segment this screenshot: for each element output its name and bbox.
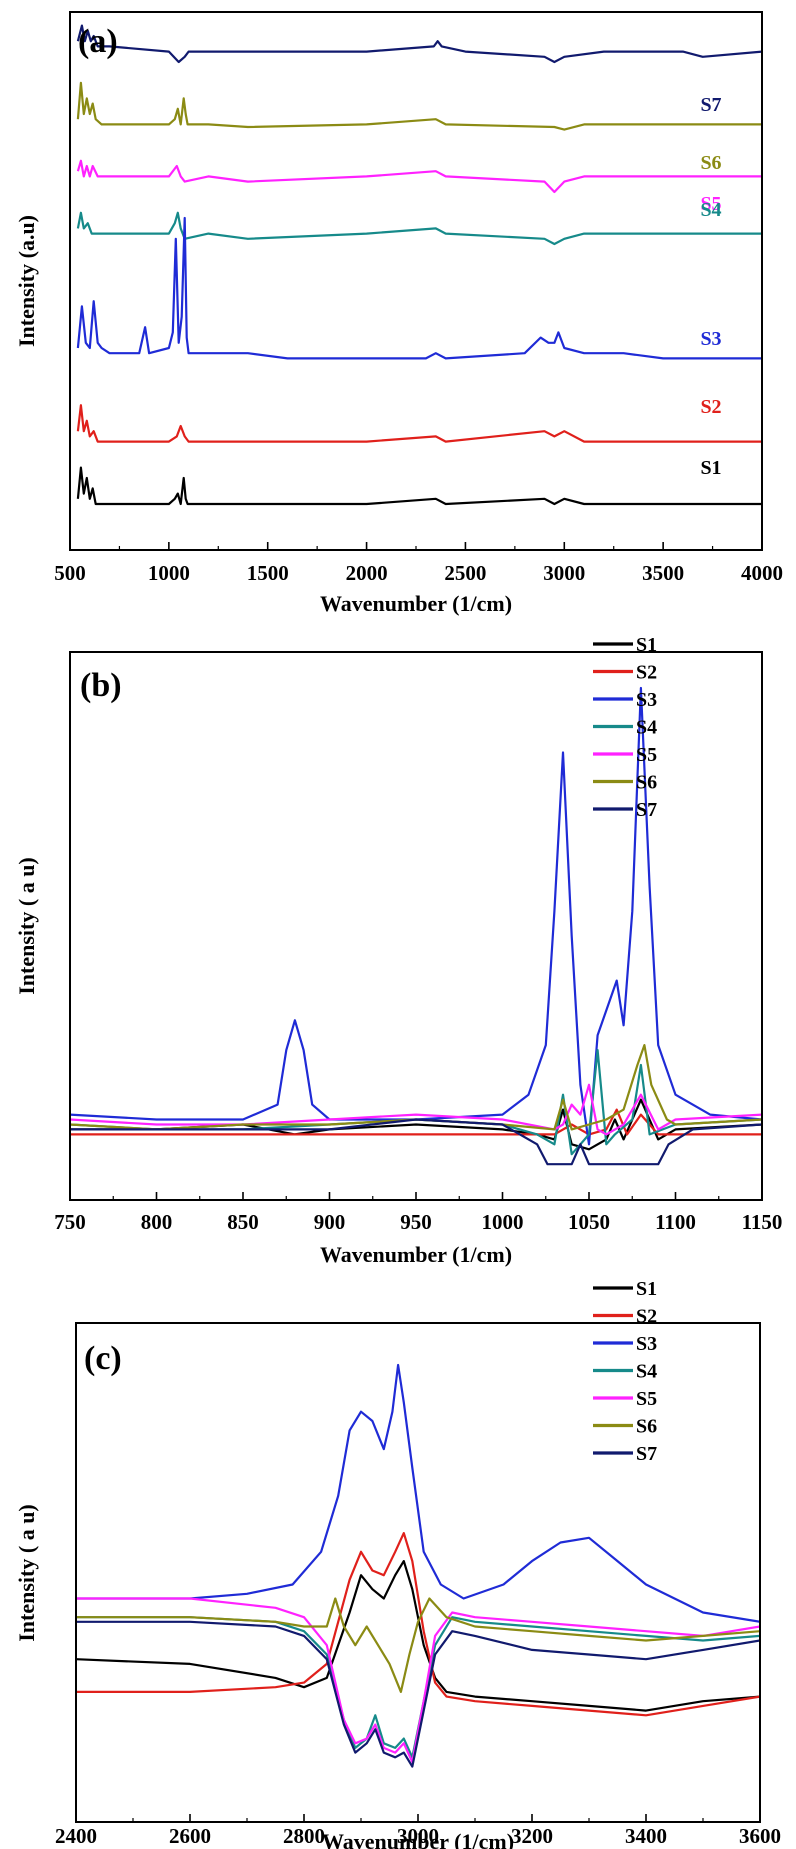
x-tick-label: 800 xyxy=(141,1210,173,1234)
traces xyxy=(70,686,762,1166)
legend-label: S7 xyxy=(636,799,657,821)
legend-entry-s5: S5 xyxy=(593,744,657,766)
legend-entry-s1: S1 xyxy=(593,1278,657,1300)
series-label-s1: S1 xyxy=(700,457,721,479)
legend-label: S3 xyxy=(636,689,657,711)
legend-entry-s7: S7 xyxy=(593,799,657,821)
y-axis-label: Intensity ( a u) xyxy=(14,1504,39,1642)
plot-frame xyxy=(75,1322,761,1823)
series-line-s4 xyxy=(76,1616,760,1759)
x-tick-label: 1500 xyxy=(247,561,289,585)
x-tick-label: 900 xyxy=(314,1210,346,1234)
legend-label: S1 xyxy=(636,1278,657,1300)
series-line-s7 xyxy=(76,1620,760,1768)
x-tick-label: 750 xyxy=(54,1210,86,1234)
x-axis-label: Wavenumber (1/cm) xyxy=(320,591,512,616)
x-tick-label: 3600 xyxy=(739,1824,781,1848)
x-tick-label: 950 xyxy=(400,1210,432,1234)
x-tick-label: 500 xyxy=(54,561,86,585)
legend-label: S2 xyxy=(636,662,657,684)
x-tick-label: 850 xyxy=(227,1210,259,1234)
series-line-s2 xyxy=(70,1108,762,1136)
x-tick-label: 1000 xyxy=(482,1210,524,1234)
series-line-s4 xyxy=(76,211,762,246)
series-label-s7: S7 xyxy=(700,94,721,116)
x-tick-label: 2800 xyxy=(283,1824,325,1848)
series-line-s3 xyxy=(76,1363,760,1623)
x-tick-label: 4000 xyxy=(741,561,783,585)
panel-tag: (b) xyxy=(80,667,122,704)
series-line-s5 xyxy=(76,159,762,194)
x-tick-label: 3400 xyxy=(625,1824,667,1848)
series-line-s1 xyxy=(76,1559,760,1712)
x-tick-label: 2500 xyxy=(444,561,486,585)
series-line-s6 xyxy=(76,81,762,131)
legend-label: S7 xyxy=(636,1443,657,1465)
legend-label: S4 xyxy=(636,1361,657,1383)
legend-entry-s2: S2 xyxy=(593,1306,657,1328)
series-line-s2 xyxy=(76,1531,760,1717)
x-tick-label: 3500 xyxy=(642,561,684,585)
legend-entry-s1: S1 xyxy=(593,634,657,656)
x-tick-label: 1000 xyxy=(148,561,190,585)
legend-label: S5 xyxy=(636,744,657,766)
series-line-s1 xyxy=(76,466,762,506)
series-label-s3: S3 xyxy=(700,328,721,350)
panel-b: 750 800 850 900 950 1000 1050 1100 1150 Wavenumbe… xyxy=(14,634,782,1267)
legend-entry-s6: S6 xyxy=(593,772,657,794)
x-tick-label: 2000 xyxy=(346,561,388,585)
series-line-s7 xyxy=(70,1118,762,1166)
legend-entry-s3: S3 xyxy=(593,689,657,711)
legend-label: S5 xyxy=(636,1388,657,1410)
legend-entry-s2: S2 xyxy=(593,662,657,684)
series-label-s2: S2 xyxy=(700,396,721,418)
traces xyxy=(76,24,762,506)
series-label-s6: S6 xyxy=(700,152,721,174)
legend-label: S6 xyxy=(636,1416,657,1438)
legend-entry-s3: S3 xyxy=(593,1333,657,1355)
x-tick-label: 3000 xyxy=(397,1824,439,1848)
legend-label: S2 xyxy=(636,1306,657,1328)
legend-label: S6 xyxy=(636,772,657,794)
series-line-s2 xyxy=(76,404,762,443)
x-tick-label: 3200 xyxy=(511,1824,553,1848)
panel-tag: (c) xyxy=(84,1340,122,1377)
series-line-s5 xyxy=(76,1597,760,1764)
series-label-s5: S5 xyxy=(700,193,721,215)
x-axis-label: Wavenumber (1/cm) xyxy=(322,1829,514,1849)
legend-label: S3 xyxy=(636,1333,657,1355)
legend-label: S4 xyxy=(636,717,657,739)
panel-c: 2400 2600 2800 3000 3200 3400 3600 Wavenumber (… xyxy=(14,1278,781,1849)
legend-entry-s7: S7 xyxy=(593,1443,657,1465)
panel-a: 500 1000 1500 2000 2500 3000 3500 4000 Wavenumbe… xyxy=(14,11,783,616)
series-label-s4: S4 xyxy=(700,199,721,221)
series-line-s7 xyxy=(76,24,762,64)
series-line-s5 xyxy=(70,1083,762,1136)
series-line-s6 xyxy=(76,1597,760,1694)
legend-label: S1 xyxy=(636,634,657,656)
y-axis-label: Intensity ( a u) xyxy=(14,857,39,995)
x-tick-label: 3000 xyxy=(543,561,585,585)
x-tick-label: 1150 xyxy=(742,1210,783,1234)
legend-entry-s6: S6 xyxy=(593,1416,657,1438)
x-tick-label: 1050 xyxy=(568,1210,610,1234)
x-tick-label: 2600 xyxy=(169,1824,211,1848)
legend-entry-s5: S5 xyxy=(593,1388,657,1410)
series-line-s3 xyxy=(70,686,762,1146)
y-axis-label: Intensity (a.u) xyxy=(14,215,39,347)
series-line-s6 xyxy=(70,1043,762,1131)
panel-tag: (a) xyxy=(78,23,118,60)
x-tick-label: 2400 xyxy=(55,1824,97,1848)
traces xyxy=(76,1363,760,1768)
plot-frame xyxy=(69,651,763,1201)
legend-entry-s4: S4 xyxy=(593,1361,657,1383)
legend-entry-s4: S4 xyxy=(593,717,657,739)
x-tick-label: 1100 xyxy=(655,1210,696,1234)
x-axis-label: Wavenumber (1/cm) xyxy=(320,1242,512,1267)
series-line-s3 xyxy=(76,216,762,360)
